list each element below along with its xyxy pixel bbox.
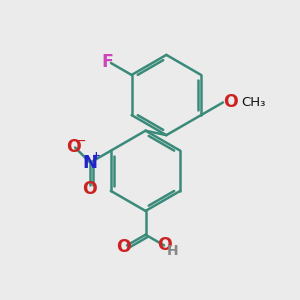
Text: O: O	[157, 236, 172, 253]
Text: O: O	[116, 238, 130, 256]
Text: H: H	[167, 244, 179, 258]
Text: +: +	[92, 151, 100, 161]
Text: N: N	[83, 154, 98, 172]
Text: O: O	[66, 138, 81, 156]
Text: O: O	[224, 93, 238, 111]
Text: CH₃: CH₃	[242, 96, 266, 109]
Text: F: F	[101, 53, 113, 71]
Text: −: −	[74, 134, 86, 148]
Text: O: O	[82, 180, 97, 198]
